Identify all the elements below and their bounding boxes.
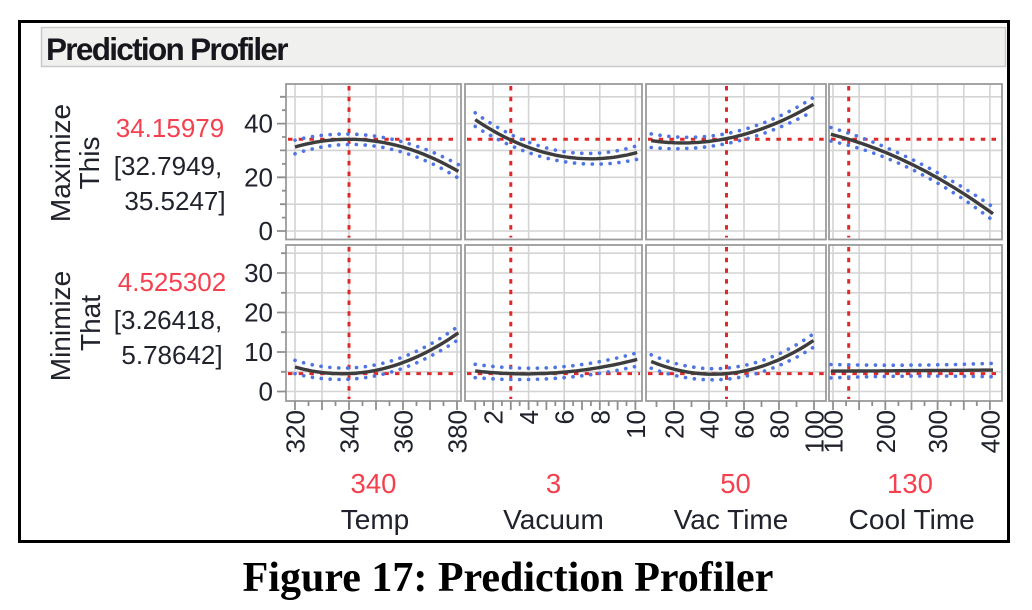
- svg-text:35.5247]: 35.5247]: [124, 186, 225, 216]
- svg-text:2: 2: [479, 410, 509, 424]
- svg-text:Cool Time: Cool Time: [849, 504, 975, 535]
- svg-text:Figure 17: Prediction Profiler: Figure 17: Prediction Profiler: [243, 555, 774, 601]
- svg-text:[3.26418,: [3.26418,: [114, 305, 222, 335]
- svg-text:380: 380: [443, 410, 473, 453]
- svg-text:Maximize: Maximize: [45, 104, 76, 222]
- svg-text:4.525302: 4.525302: [118, 267, 226, 297]
- svg-text:20: 20: [660, 410, 690, 439]
- svg-text:20: 20: [244, 162, 273, 192]
- svg-text:40: 40: [244, 109, 273, 139]
- svg-text:8: 8: [585, 410, 615, 424]
- svg-text:50: 50: [720, 468, 751, 499]
- svg-text:5.78642]: 5.78642]: [121, 340, 222, 370]
- svg-text:20: 20: [244, 298, 273, 328]
- svg-text:340: 340: [351, 468, 397, 499]
- svg-text:10: 10: [621, 410, 651, 439]
- svg-text:320: 320: [281, 410, 311, 453]
- svg-text:0: 0: [259, 377, 273, 407]
- svg-text:[32.7949,: [32.7949,: [114, 151, 222, 181]
- svg-text:Temp: Temp: [341, 504, 409, 535]
- svg-text:6: 6: [550, 410, 580, 424]
- svg-text:Minimize: Minimize: [45, 271, 76, 381]
- svg-text:100: 100: [819, 410, 849, 453]
- svg-text:4: 4: [514, 410, 544, 424]
- svg-text:Vac Time: Vac Time: [674, 504, 789, 535]
- svg-text:This: This: [74, 137, 105, 190]
- svg-text:300: 300: [923, 410, 953, 453]
- svg-text:0: 0: [259, 216, 273, 246]
- svg-text:340: 340: [335, 410, 365, 453]
- svg-text:400: 400: [975, 410, 1005, 453]
- svg-text:Vacuum: Vacuum: [503, 504, 604, 535]
- svg-text:40: 40: [695, 410, 725, 439]
- svg-text:Prediction Profiler: Prediction Profiler: [46, 31, 288, 67]
- svg-text:100: 100: [800, 410, 830, 453]
- svg-text:30: 30: [244, 258, 273, 288]
- svg-text:34.15979: 34.15979: [116, 113, 224, 143]
- svg-text:80: 80: [765, 410, 795, 439]
- svg-text:60: 60: [730, 410, 760, 439]
- svg-text:130: 130: [887, 468, 933, 499]
- svg-text:200: 200: [871, 410, 901, 453]
- svg-text:10: 10: [244, 337, 273, 367]
- svg-text:That: That: [75, 295, 106, 351]
- svg-text:360: 360: [389, 410, 419, 453]
- svg-text:3: 3: [546, 468, 561, 499]
